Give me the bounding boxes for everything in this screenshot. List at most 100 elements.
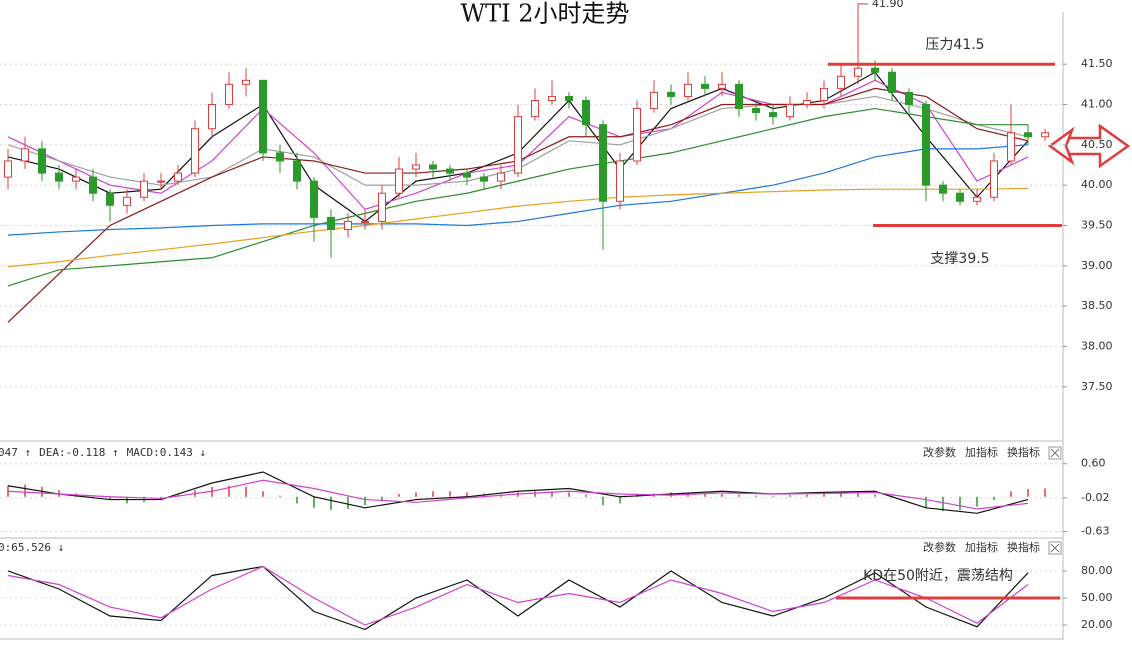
indicator-line <box>7 565 1029 631</box>
candle-body <box>599 124 607 202</box>
candle-body <box>395 168 403 194</box>
reference-label: 支撑39.5 <box>930 251 989 267</box>
candle-body <box>548 95 556 101</box>
toolbar-button[interactable]: 改参数 <box>923 540 956 554</box>
chart-title: WTI 2小时走势 <box>460 0 629 28</box>
indicator-line <box>7 144 1029 236</box>
reference-label: 压力41.5 <box>925 37 984 53</box>
indicator-label: 047 ↑ <box>0 446 31 459</box>
high-marker <box>857 3 868 32</box>
candle-body <box>225 83 233 106</box>
candle-body <box>259 79 267 154</box>
candle-body <box>1041 132 1049 138</box>
candle-body <box>735 83 743 110</box>
candle-body <box>310 180 318 218</box>
close-icon <box>1050 448 1060 458</box>
candle-body <box>378 192 386 222</box>
candle-body <box>837 75 845 89</box>
y-tick-label: 40.50 <box>1081 138 1113 151</box>
candle-body <box>89 176 97 194</box>
y-tick-label: 38.00 <box>1081 339 1113 352</box>
candle-body <box>582 99 590 126</box>
toolbar-button[interactable]: 换指标 <box>1007 445 1040 459</box>
candle-body <box>276 152 284 162</box>
candle-body <box>684 83 692 97</box>
toolbar-button[interactable]: 加指标 <box>965 445 998 459</box>
close-icon <box>1050 543 1060 553</box>
candle-body <box>854 67 862 77</box>
candle-body <box>701 83 709 89</box>
indicator-label: DEA:-0.118 ↑ <box>39 446 118 459</box>
candle-body <box>820 87 828 101</box>
candle-body <box>361 220 369 223</box>
y-tick-label: -0.02 <box>1081 491 1109 504</box>
candle-body <box>344 220 352 231</box>
candle-body <box>650 91 658 110</box>
candle-body <box>718 83 726 89</box>
candle-body <box>429 164 437 170</box>
trend-arrow <box>1047 126 1075 166</box>
candle-body <box>72 176 80 182</box>
y-tick-label: 50.00 <box>1081 591 1113 604</box>
candle-body <box>990 160 998 198</box>
candle-body <box>446 168 454 174</box>
candle-body <box>497 172 505 182</box>
candle-body <box>905 91 913 106</box>
candle-body <box>1024 132 1032 138</box>
y-tick-label: 0.60 <box>1081 457 1106 470</box>
y-tick-label: 40.00 <box>1081 178 1113 191</box>
candle-body <box>327 216 335 231</box>
y-tick-label: 41.50 <box>1081 57 1113 70</box>
indicator-label: 0:65.526 ↓ <box>0 541 64 554</box>
candle-body <box>140 180 148 198</box>
candle-body <box>888 71 896 93</box>
y-tick-label: 38.50 <box>1081 299 1113 312</box>
y-tick-label: 39.50 <box>1081 218 1113 231</box>
indicator-line <box>7 187 1029 268</box>
indicator-line <box>7 471 1029 514</box>
indicator-line <box>7 565 1029 626</box>
candle-body <box>412 164 420 170</box>
candle-body <box>956 192 964 202</box>
candle-body <box>565 95 573 101</box>
candle-body <box>633 108 641 162</box>
candle-body <box>191 128 199 174</box>
indicator-line <box>7 107 1028 287</box>
candle-body <box>55 172 63 182</box>
y-tick-label: 39.00 <box>1081 259 1113 272</box>
candle-body <box>803 99 811 106</box>
candle-body <box>667 91 675 97</box>
y-tick-label: 80.00 <box>1081 564 1113 577</box>
candle-body <box>157 180 165 183</box>
y-tick-label: -0.63 <box>1081 524 1109 537</box>
candle-body <box>1007 132 1015 162</box>
candle-body <box>769 112 777 118</box>
toolbar-button[interactable]: 改参数 <box>923 445 956 459</box>
candle-body <box>21 148 29 162</box>
toolbar-button[interactable]: 换指标 <box>1007 540 1040 554</box>
candle-body <box>786 104 794 118</box>
toolbar-button[interactable]: 加指标 <box>965 540 998 554</box>
high-label: 41.90 <box>872 0 904 10</box>
candle-body <box>922 104 930 186</box>
candle-body <box>242 79 250 85</box>
candle-body <box>463 172 471 178</box>
candle-body <box>106 192 114 206</box>
indicator-line <box>7 479 1029 510</box>
candle-body <box>208 104 216 130</box>
candle-body <box>973 196 981 202</box>
y-tick-label: 20.00 <box>1081 618 1113 631</box>
candle-body <box>123 196 131 206</box>
candle-body <box>752 108 760 114</box>
candle-body <box>616 160 624 202</box>
indicator-label: MACD:0.143 ↓ <box>127 446 206 459</box>
y-tick-label: 37.50 <box>1081 380 1113 393</box>
candle-body <box>939 184 947 194</box>
reference-label: KD在50附近，震荡结构 <box>863 568 1013 584</box>
candle-body <box>480 176 488 182</box>
candle-body <box>4 160 12 178</box>
candle-body <box>174 172 182 182</box>
candle-body <box>871 67 879 73</box>
candle-body <box>514 116 522 174</box>
